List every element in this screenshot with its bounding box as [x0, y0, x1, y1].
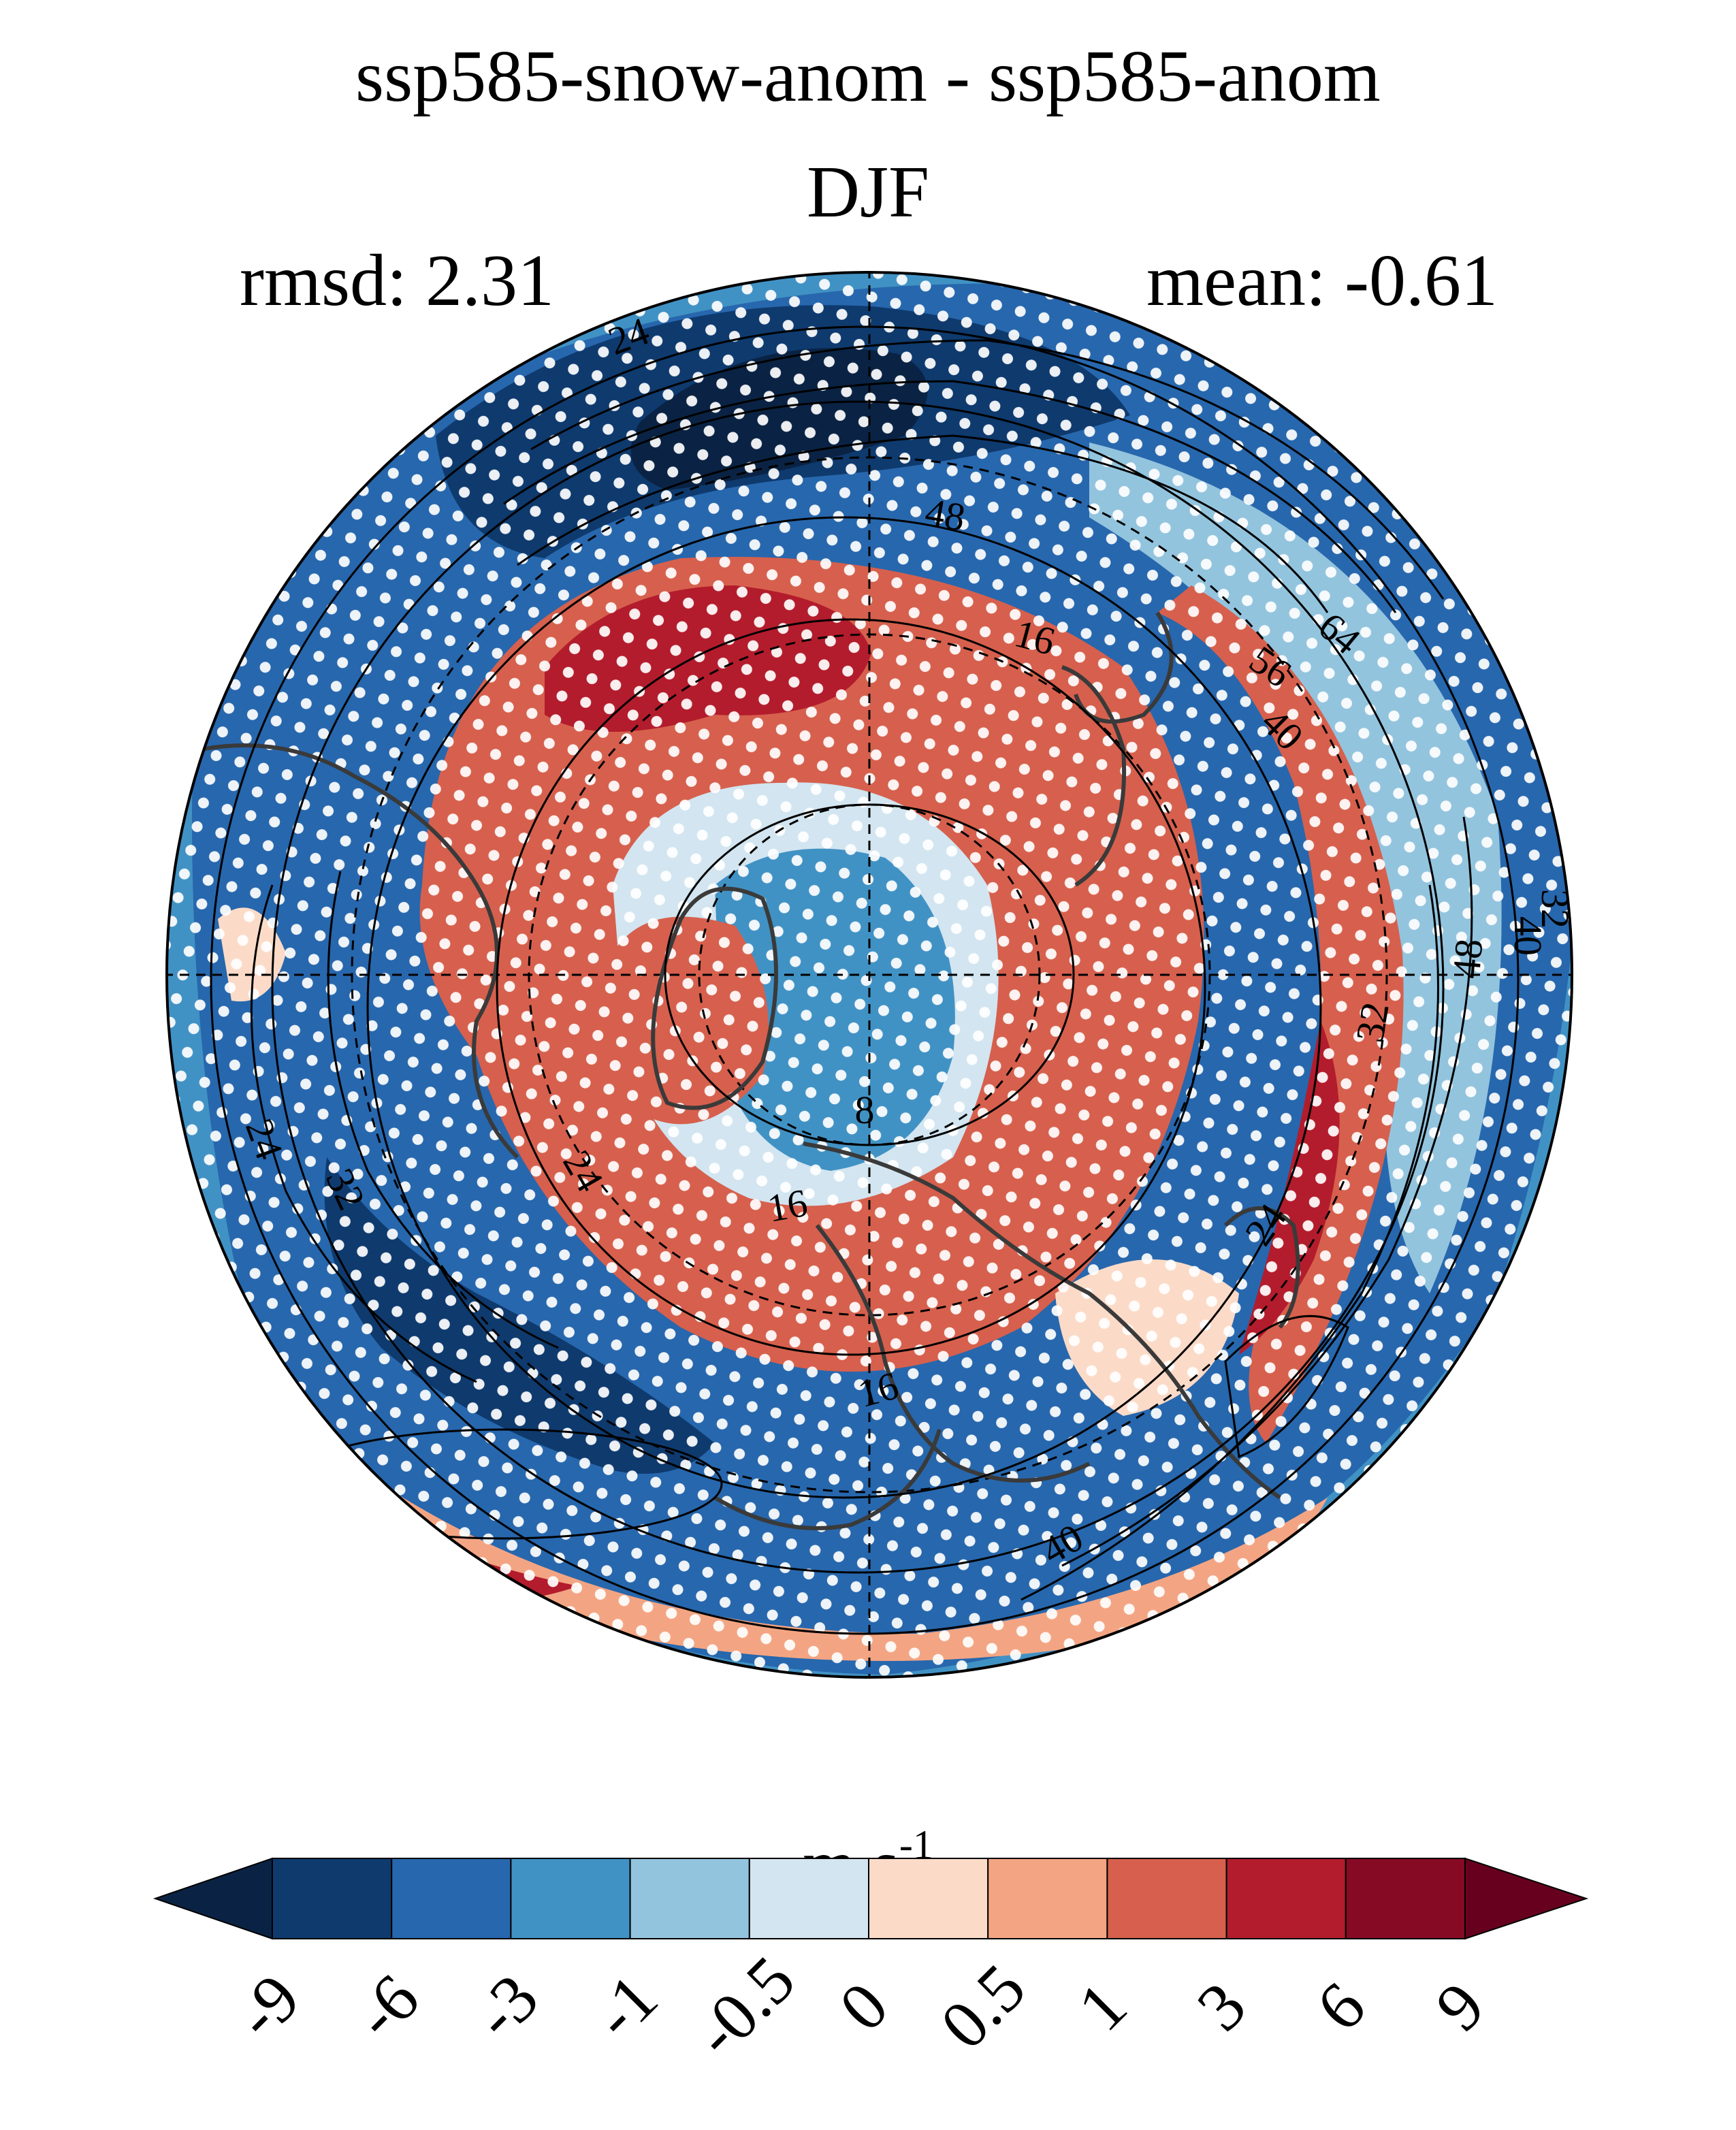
colorbar-tick-label: -9 — [221, 1960, 314, 2053]
colorbar-box — [391, 1858, 512, 1939]
colorbar-boxes — [152, 1857, 1589, 1940]
contour-label: 48 — [1444, 937, 1492, 980]
colorbar-box — [1225, 1858, 1347, 1939]
colorbar-extend-min — [152, 1857, 273, 1940]
season-label: DJF — [807, 152, 929, 233]
polar-map: 24 48 16 56 64 40 32 40 48 32 8 16 24 24… — [167, 272, 1577, 1677]
colorbar-tick-label: -3 — [459, 1960, 552, 2053]
colorbar-tick-label: 0 — [825, 1968, 903, 2046]
colorbar-box — [1345, 1858, 1466, 1939]
colorbar-box — [272, 1858, 393, 1939]
colorbar-tick-label: 3 — [1183, 1968, 1260, 2046]
contour-label: 40 — [1506, 916, 1550, 956]
colorbar-box — [629, 1858, 750, 1939]
coastlines — [204, 611, 1300, 1530]
wind-contours — [210, 325, 1520, 1635]
map-title: ssp585-snow-anom - ssp585-anom — [355, 36, 1381, 117]
contour-label: 32 — [1533, 889, 1577, 929]
colorbar-box — [748, 1858, 870, 1939]
mean-label: mean: -0.61 — [1146, 240, 1498, 321]
colorbar-tick-label: -6 — [340, 1960, 433, 2053]
colorbar-tick-labels: -9 -6 -3 -1 -0.5 0 0.5 1 3 6 9 — [221, 1941, 1499, 2071]
colorbar-tick-label: 1 — [1063, 1968, 1141, 2046]
contour-label: 48 — [922, 489, 968, 540]
contour-label: 32 — [1347, 999, 1398, 1045]
colorbar-extend-max — [1464, 1857, 1589, 1940]
colorbar-tick-label: 6 — [1302, 1968, 1379, 2046]
colorbar-box — [510, 1858, 631, 1939]
colorbar-tick-label: 9 — [1421, 1968, 1499, 2046]
contour-label: 8 — [855, 1088, 875, 1132]
map-border — [165, 271, 1573, 1679]
colorbar-box — [1106, 1858, 1227, 1939]
rmsd-label: rmsd: 2.31 — [240, 240, 554, 321]
colorbar-box — [987, 1858, 1108, 1939]
graticule — [167, 272, 1572, 1677]
colorbar-tick-label: -0.5 — [679, 1941, 809, 2071]
colorbar-tick-label: -1 — [578, 1960, 671, 2053]
colorbar-tick-label: 0.5 — [926, 1950, 1040, 2063]
contour-label: 16 — [764, 1180, 810, 1231]
colorbar-box — [868, 1858, 989, 1939]
